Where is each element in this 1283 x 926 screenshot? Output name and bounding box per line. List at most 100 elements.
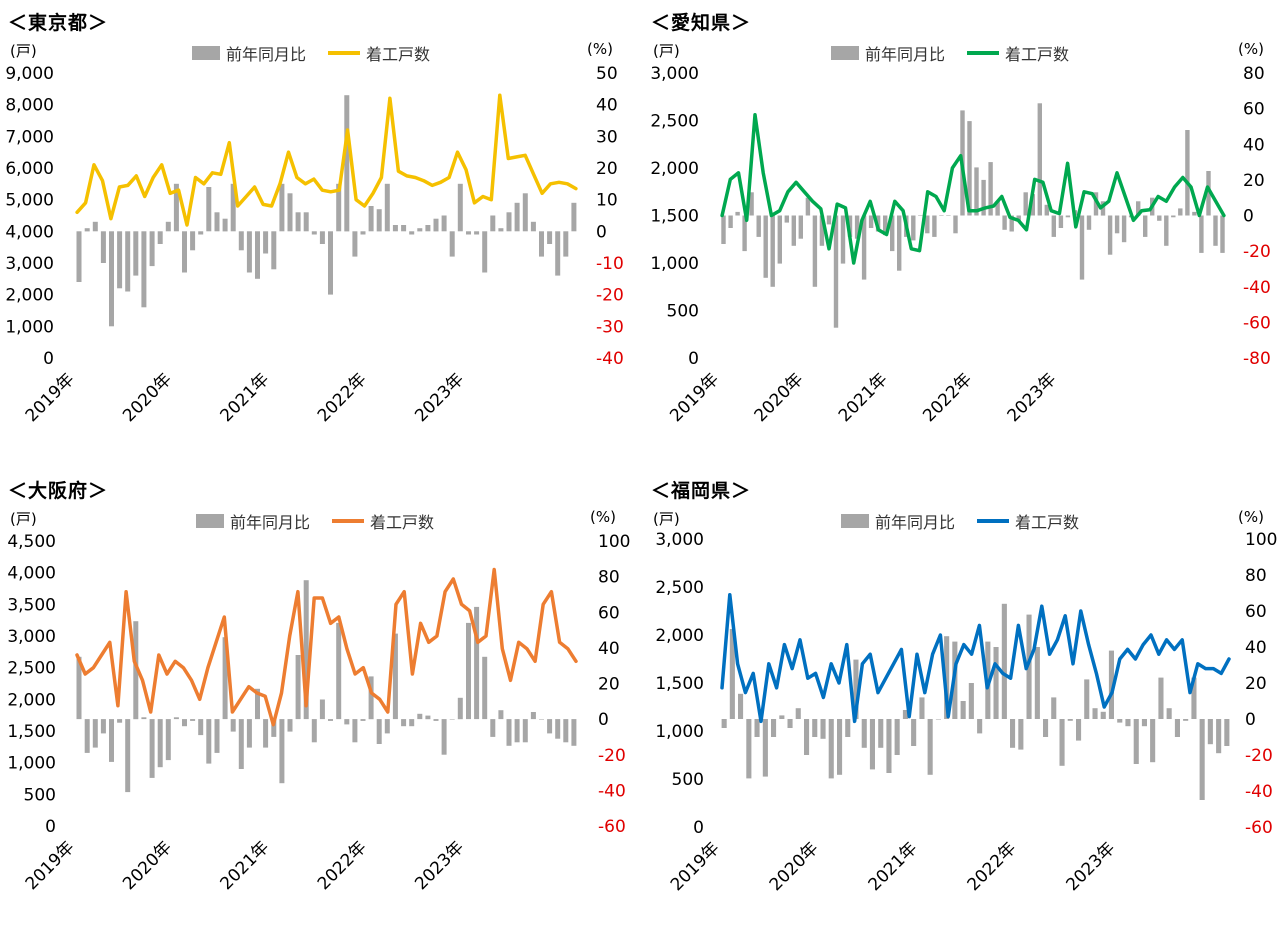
left-tick-label: 9,000	[5, 64, 54, 84]
yoy-bar	[173, 183, 179, 232]
legend-bar-label: 前年同月比	[865, 45, 946, 64]
yoy-bar	[770, 215, 775, 287]
yoy-bar	[498, 710, 504, 720]
starts-line	[75, 567, 578, 727]
right-tick-label: 0	[1243, 207, 1254, 227]
yoy-bar	[1185, 130, 1190, 216]
left-tick-label: 1,000	[5, 317, 54, 337]
yoy-bar	[555, 231, 561, 276]
legend-line-swatch	[332, 519, 365, 523]
yoy-bar	[968, 683, 974, 719]
yoy-bar	[1192, 211, 1197, 216]
yoy-bar	[392, 225, 398, 232]
legend-line-swatch	[328, 51, 361, 55]
yoy-bar	[1030, 194, 1035, 216]
yoy-bar	[141, 231, 147, 308]
x-tick-label: 2020年	[751, 369, 808, 426]
yoy-bar	[1206, 171, 1211, 216]
yoy-bar	[1199, 719, 1205, 800]
yoy-bar	[754, 719, 760, 737]
yoy-bar	[1183, 719, 1189, 721]
yoy-bar	[1107, 215, 1113, 255]
left-tick-label: 3,000	[7, 627, 56, 647]
left-tick-label: 6,000	[5, 159, 54, 179]
x-tick-label: 2021年	[217, 369, 274, 426]
yoy-bar	[1133, 719, 1139, 764]
yoy-bar	[92, 719, 98, 748]
right-tick-label: -60	[598, 817, 626, 837]
yoy-bar	[894, 719, 900, 755]
yoy-bar	[360, 231, 366, 235]
legend-bar-swatch	[196, 514, 224, 528]
legend-bar-swatch	[841, 514, 869, 528]
left-tick-label: 4,500	[7, 532, 56, 552]
right-tick-label: 60	[1243, 100, 1265, 120]
yoy-bar	[482, 231, 488, 273]
left-tick-label: 3,000	[655, 530, 704, 550]
yoy-bar	[795, 708, 801, 719]
left-axis-unit: (戸)	[653, 42, 680, 60]
yoy-bar	[384, 183, 390, 232]
x-tick-label: 2022年	[964, 838, 1021, 895]
legend-bar-swatch	[831, 46, 859, 60]
yoy-bar	[1166, 708, 1172, 719]
x-tick-label: 2020年	[766, 838, 823, 895]
yoy-bar	[76, 656, 82, 720]
yoy-bar	[457, 697, 463, 720]
right-tick-label: 80	[1243, 64, 1265, 84]
yoy-bar	[1100, 201, 1106, 216]
yoy-bar	[1010, 719, 1016, 748]
yoy-bar	[742, 215, 747, 252]
yoy-bar	[919, 697, 925, 719]
yoy-bar	[230, 719, 236, 732]
chart-svg: 05001,0001,5002,0002,5003,000-60-40-2002…	[655, 530, 1277, 895]
yoy-bar	[925, 215, 930, 234]
left-axis-unit: (戸)	[10, 42, 37, 60]
right-tick-label: 100	[598, 532, 630, 552]
yoy-bar	[319, 231, 325, 244]
right-tick-label: -20	[1245, 746, 1273, 766]
yoy-bar	[352, 231, 358, 257]
yoy-bar	[1026, 614, 1032, 719]
right-tick-label: 50	[596, 64, 618, 84]
yoy-bar	[1037, 103, 1042, 216]
yoy-bar	[441, 719, 447, 755]
legend: 前年同月比 着工戸数	[196, 509, 434, 533]
yoy-bar	[1058, 215, 1064, 228]
chart-title: ＜東京都＞	[8, 12, 109, 34]
yoy-bar	[230, 183, 236, 232]
yoy-bar	[1043, 719, 1049, 737]
yoy-bar	[287, 193, 293, 232]
yoy-bar	[974, 167, 979, 216]
right-tick-label: -40	[1245, 782, 1273, 802]
yoy-bar	[756, 215, 761, 237]
yoy-bar	[791, 215, 796, 246]
yoy-bar	[833, 215, 839, 328]
yoy-bar	[441, 215, 447, 232]
yoy-bar	[133, 621, 139, 720]
yoy-bar	[1034, 647, 1040, 719]
legend-bar-label: 前年同月比	[875, 513, 956, 532]
yoy-bar	[246, 231, 252, 273]
right-tick-label: 40	[596, 96, 618, 116]
yoy-bar	[109, 231, 114, 327]
yoy-bar	[1164, 215, 1169, 246]
yoy-bar	[295, 655, 301, 720]
starts-line	[720, 592, 1231, 724]
yoy-bar	[1051, 215, 1056, 237]
yoy-bar	[506, 719, 512, 746]
yoy-bar	[847, 215, 853, 237]
yoy-bar	[826, 215, 832, 225]
yoy-bar	[514, 202, 520, 232]
yoy-bar	[1044, 204, 1049, 216]
yoy-bar	[92, 221, 98, 232]
right-tick-label: 40	[1243, 135, 1265, 155]
yoy-bar	[1216, 719, 1222, 754]
yoy-bar	[344, 95, 350, 232]
yoy-bar	[214, 212, 220, 232]
x-tick-label: 2022年	[314, 369, 371, 426]
yoy-bar	[728, 215, 733, 228]
yoy-bar	[157, 231, 163, 244]
yoy-bar	[1114, 215, 1120, 234]
left-tick-label: 0	[43, 349, 54, 369]
